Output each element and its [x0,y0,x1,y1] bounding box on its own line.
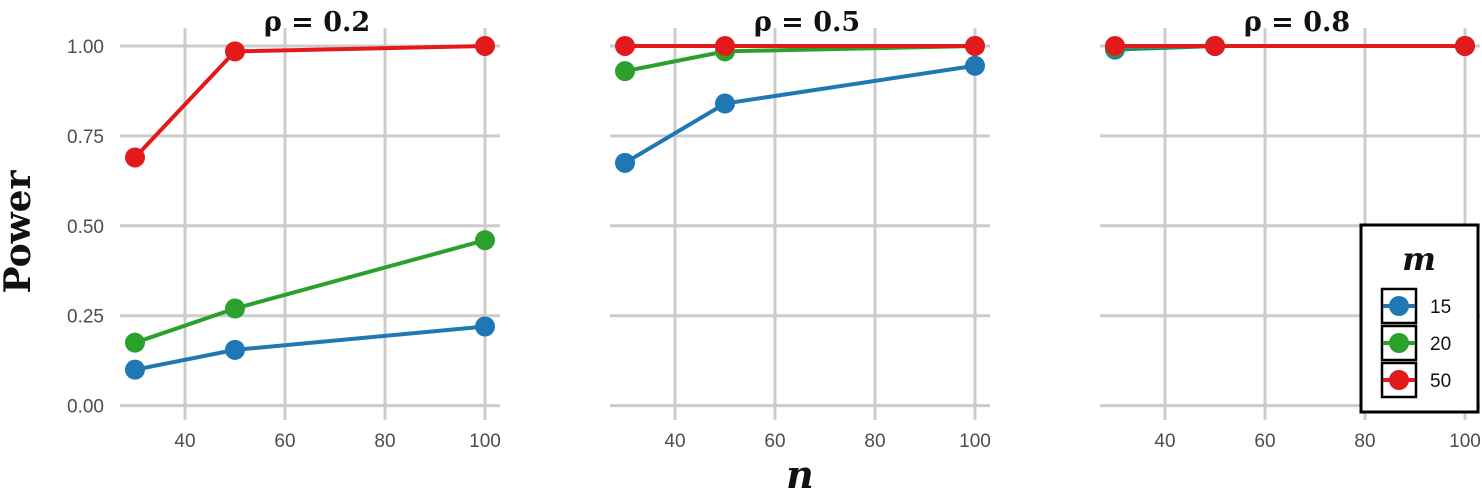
data-point-m50 [1105,36,1125,56]
data-point-m50 [1455,36,1475,56]
x-tick-label: 100 [959,431,991,452]
legend-label-m20: 20 [1430,334,1451,355]
legend: m 15 20 50 [1361,225,1478,412]
x-tick-label: 80 [374,431,395,452]
legend-label-m50: 50 [1430,371,1451,392]
data-point-m15 [125,360,145,380]
x-tick-label: 40 [664,431,685,452]
x-tick-label: 100 [469,431,501,452]
data-point-m50 [125,147,145,167]
data-point-m15 [715,94,735,114]
data-point-m15 [475,316,495,336]
y-tick-label: 0.25 [67,307,104,328]
y-tick-label: 0.50 [67,217,104,238]
series-line-m15 [625,66,975,163]
x-tick-label: 60 [1254,431,1275,452]
legend-title: m [1402,240,1436,278]
data-point-m50 [475,36,495,56]
panel-2: 40 60 80 100 ρ = 0.5 [610,7,991,452]
data-point-m15 [225,340,245,360]
gridlines [610,28,990,420]
legend-label-m15: 15 [1430,297,1451,318]
data-point-m50 [615,36,635,56]
data-point-m20 [225,299,245,319]
legend-key-point-m50 [1389,370,1409,390]
panel-title: ρ = 0.8 [1244,7,1350,38]
data-point-m50 [225,41,245,61]
y-axis-title: Power [0,169,39,293]
panel-1: 0.00 0.25 0.50 0.75 1.00 40 60 80 100 ρ = 0.2 [67,7,501,452]
series-line-m20 [135,240,485,342]
x-tick-label: 40 [174,431,195,452]
data-point-m50 [715,36,735,56]
data-point-m20 [615,61,635,81]
series-line-m20 [625,46,975,71]
legend-key-point-m15 [1389,296,1409,316]
panel-title: ρ = 0.5 [754,7,860,38]
data-point-m50 [965,36,985,56]
series-line-m50 [135,46,485,157]
legend-key-point-m20 [1389,333,1409,353]
y-tick-label: 0.75 [67,127,104,148]
data-point-m15 [615,153,635,173]
series-line-m15 [135,326,485,369]
data-point-m20 [125,333,145,353]
panel-title: ρ = 0.2 [264,7,370,38]
data-point-m15 [965,56,985,76]
x-tick-label: 100 [1449,431,1481,452]
data-point-m50 [1205,36,1225,56]
x-tick-label: 60 [274,431,295,452]
x-tick-label: 60 [764,431,785,452]
x-tick-label: 80 [864,431,885,452]
x-tick-label: 80 [1354,431,1375,452]
x-axis-title: n [786,452,814,495]
data-point-m20 [475,230,495,250]
y-tick-label: 1.00 [67,37,104,58]
x-tick-label: 40 [1154,431,1175,452]
y-tick-label: 0.00 [67,397,104,418]
